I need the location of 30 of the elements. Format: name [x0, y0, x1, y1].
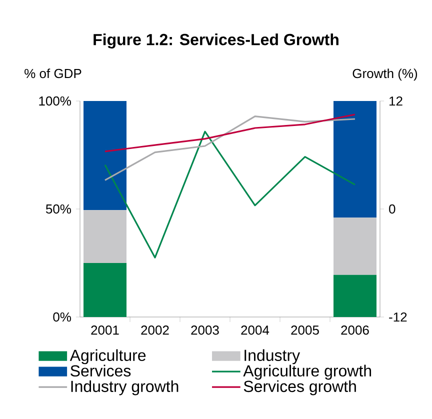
y2-tick-label: 0	[389, 204, 396, 214]
x-tick-label: 2006	[341, 326, 369, 335]
y-tick-label: 100%	[39, 96, 71, 106]
bar	[333, 274, 376, 317]
y2-tick-label: -12	[389, 312, 407, 322]
y-tick-label: 0%	[53, 312, 71, 322]
legend-label: Services growth	[244, 380, 356, 396]
bar	[333, 100, 376, 218]
bar	[84, 263, 126, 317]
x-tick-label: 2004	[241, 326, 270, 335]
bar	[333, 218, 376, 275]
y2-axis-title: Growth (%)	[352, 68, 418, 81]
legend-label: Agriculture	[70, 349, 146, 364]
legend-label: Services	[70, 364, 131, 377]
line-series	[104, 116, 356, 181]
line-series	[104, 130, 356, 258]
line-series	[104, 114, 356, 152]
x-tick-label: 2002	[141, 326, 169, 335]
y2-tick-label: 12	[390, 96, 402, 106]
bar	[84, 210, 126, 263]
y-tick-label: 50%	[46, 204, 71, 214]
legend-label: Industry growth	[71, 380, 178, 396]
x-tick-label: 2005	[291, 326, 319, 335]
y-axis-title: % of GDP	[24, 68, 82, 78]
x-tick-label: 2003	[191, 326, 219, 335]
chart-title: Figure 1.2: Services-Led Growth	[94, 34, 338, 48]
bar	[84, 100, 126, 210]
x-tick-label: 2001	[91, 326, 119, 335]
legend-label: Industry	[244, 349, 300, 364]
legend-label: Agriculture growth	[243, 364, 372, 380]
